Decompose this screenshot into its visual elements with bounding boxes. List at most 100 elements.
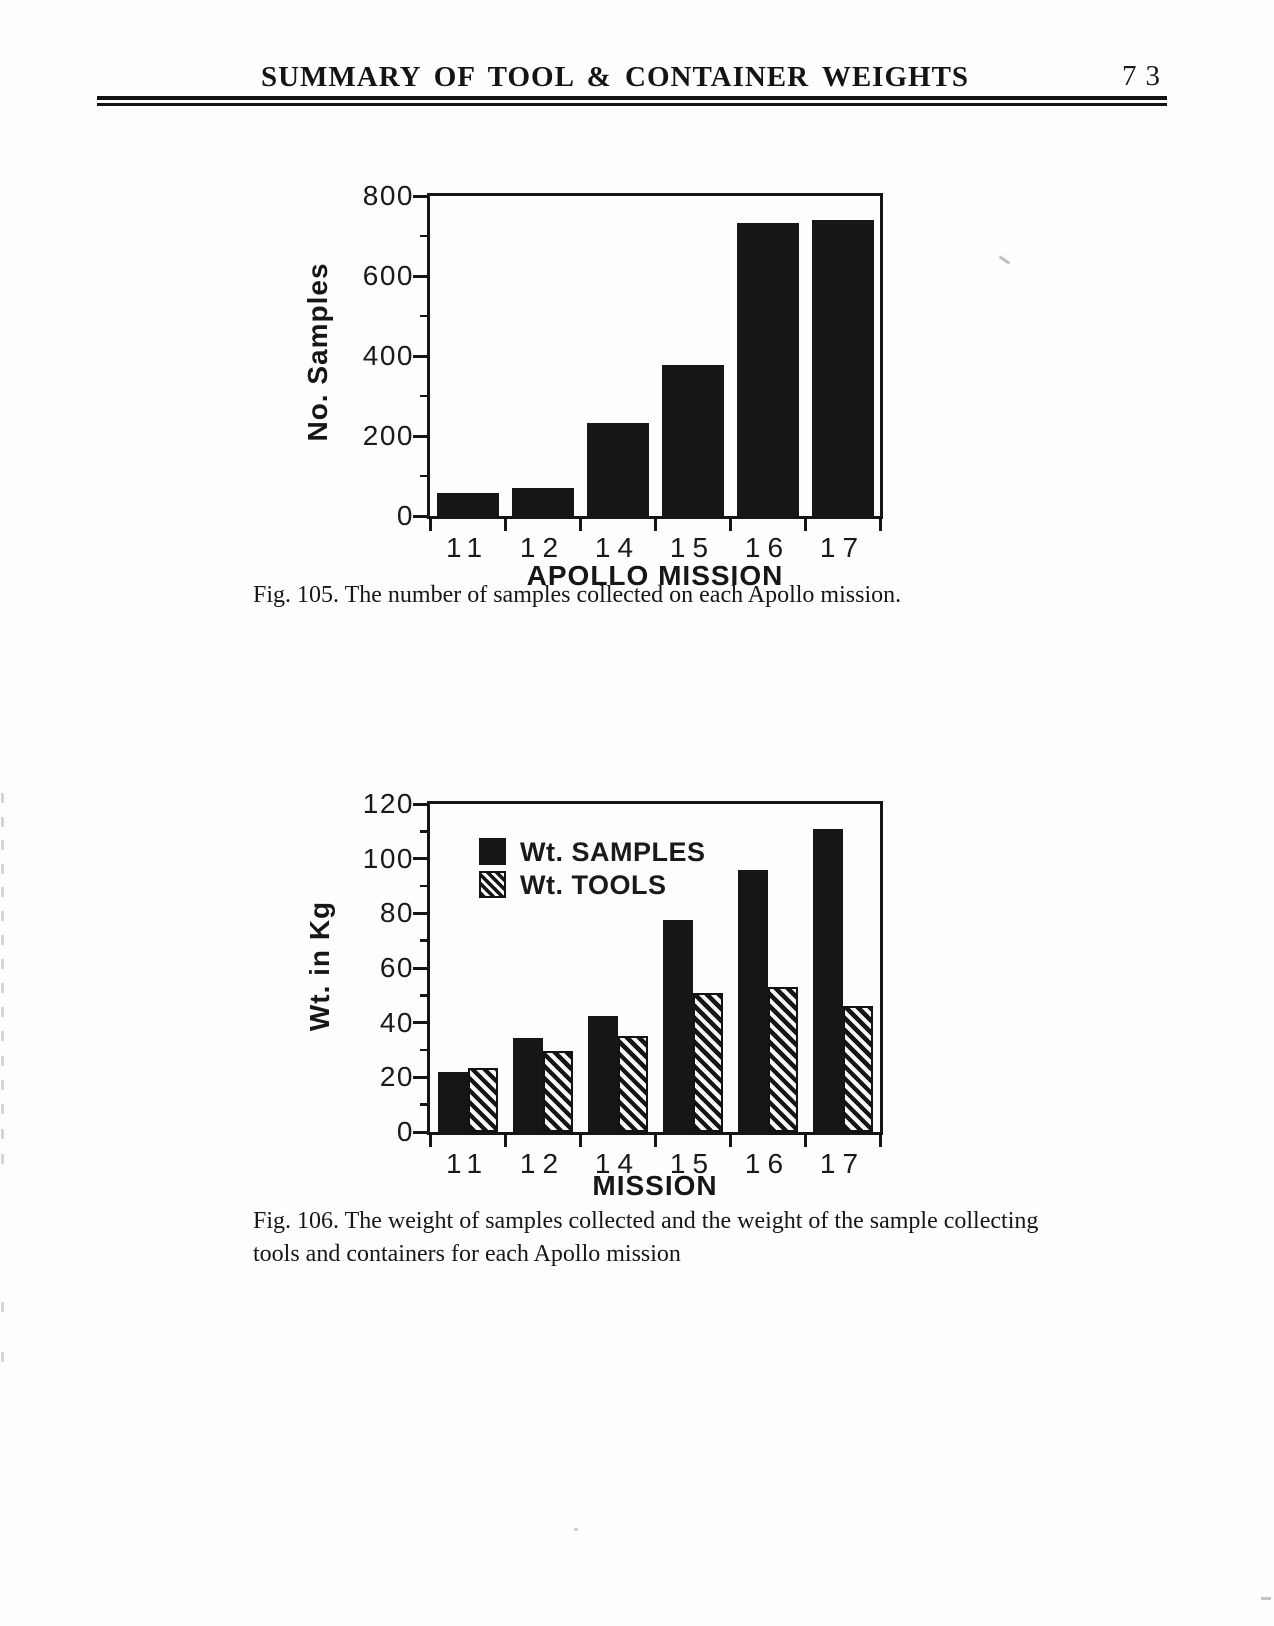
scan-artifact-corner [1261,1597,1271,1600]
y-tick-label: 200 [362,420,414,451]
scan-artifact-dash [1,840,4,850]
y-major-tick [413,434,427,438]
y-major-tick [413,1021,427,1025]
x-category-label: 17 [819,532,866,563]
legend-swatch-samples [479,838,506,865]
fig106-caption: Fig. 106. The weight of samples collecte… [253,1205,1043,1271]
bar-12-samples [512,1037,543,1132]
x-tick [578,519,582,531]
x-category-label: 15 [669,532,716,563]
scan-artifact-dash [1,983,4,993]
x-tick [728,519,732,531]
x-category-label: 15 [669,1148,716,1179]
bar-12-tools [542,1051,573,1132]
scan-artifact-dash [1,959,4,969]
bar-15-samples [662,920,693,1132]
bar-17-tools [842,1006,873,1132]
header-rule-thick [97,96,1167,100]
x-category-label: 17 [819,1148,866,1179]
scan-artifact-slash [998,255,1011,265]
legend-swatch-tools [479,871,506,898]
scan-artifact-dash [1,935,4,945]
y-minor-tick [420,1103,428,1106]
y-tick-label: 120 [362,788,414,819]
scan-artifact-dash [1,1352,4,1362]
y-tick-label: 600 [362,260,414,291]
scan-artifact-dash [1,911,4,921]
bar-17 [811,219,874,516]
scan-artifact-dash [1,1031,4,1041]
y-minor-tick [420,474,428,478]
y-major-tick [413,1130,427,1134]
y-minor-tick [420,1048,428,1052]
y-tick-label: 100 [362,842,414,874]
y-tick-label: 0 [396,1116,414,1147]
x-tick [503,519,507,531]
y-tick-label: 40 [379,1006,414,1038]
x-category-label: 12 [519,532,566,563]
header-rule-thin [97,103,1167,106]
page-title: SUMMARY OF TOOL & CONTAINER WEIGHTS [260,61,970,93]
y-minor-tick [420,234,428,238]
x-tick [878,519,882,531]
legend-label-tools: Wt. TOOLS [520,870,667,900]
y-minor-tick [420,830,428,833]
x-tick [653,1135,657,1147]
y-major-tick [413,354,427,358]
y-tick-label: 800 [362,180,414,211]
y-major-tick [413,966,427,970]
y-minor-tick [420,884,428,888]
y-tick-label: 60 [379,952,414,983]
scan-artifact-dash [1,864,4,874]
bar-14-tools [617,1036,648,1132]
y-tick-label: 0 [396,500,414,531]
y-tick-label: 80 [379,897,414,929]
y-major-tick [413,857,427,861]
bar-16 [736,223,799,516]
scan-artifact-dash [1,1154,4,1164]
bar-11 [436,492,499,516]
scan-artifact-dash [1,1080,4,1090]
bar-15 [661,364,724,516]
x-tick [428,1135,432,1147]
fig105-x-axis-title: APOLLO MISSION [526,560,784,591]
y-minor-tick [420,994,428,997]
y-major-tick [413,514,427,518]
x-tick [803,1135,807,1147]
y-major-tick [413,194,427,198]
x-category-label: 16 [744,1148,791,1179]
bar-11-samples [437,1071,468,1132]
x-tick [728,1135,732,1147]
scan-artifact-dash [1,1104,4,1114]
y-major-tick [413,1075,427,1079]
scan-artifact-dash [1,817,4,827]
x-category-label: 16 [744,532,791,563]
scan-artifact-dash [1,1129,4,1139]
fig105-caption: Fig. 105. The number of samples collecte… [253,579,1043,612]
bar-14 [586,422,649,516]
bar-15-tools [692,992,723,1132]
y-tick-label: 20 [379,1061,414,1093]
x-tick [653,519,657,531]
x-category-label: 14 [594,532,641,563]
legend-label-samples: Wt. SAMPLES [520,837,706,867]
bar-17-samples [812,828,843,1132]
y-minor-tick [420,314,428,318]
x-category-label: 11 [445,532,490,563]
fig106-plot-area: 0 20 40 60 80 100 120 11 12 14 15 16 17 [363,789,883,1179]
x-category-label: 12 [519,1148,566,1179]
fig106-x-axis-title: MISSION [592,1170,718,1201]
x-tick [428,519,432,531]
bar-14-samples [587,1015,618,1132]
bar-16-tools [767,987,798,1132]
y-major-tick [413,911,427,915]
y-minor-tick [420,394,428,398]
scan-artifact-dash [1,1056,4,1066]
fig106-caption-line: Fig. 106. The weight of samples collecte… [253,1208,1039,1234]
x-category-label: 14 [594,1148,641,1179]
y-major-tick [413,274,427,278]
x-category-label: 11 [445,1148,490,1179]
y-tick-label: 400 [362,340,414,371]
page-number: 73 [1122,60,1169,92]
